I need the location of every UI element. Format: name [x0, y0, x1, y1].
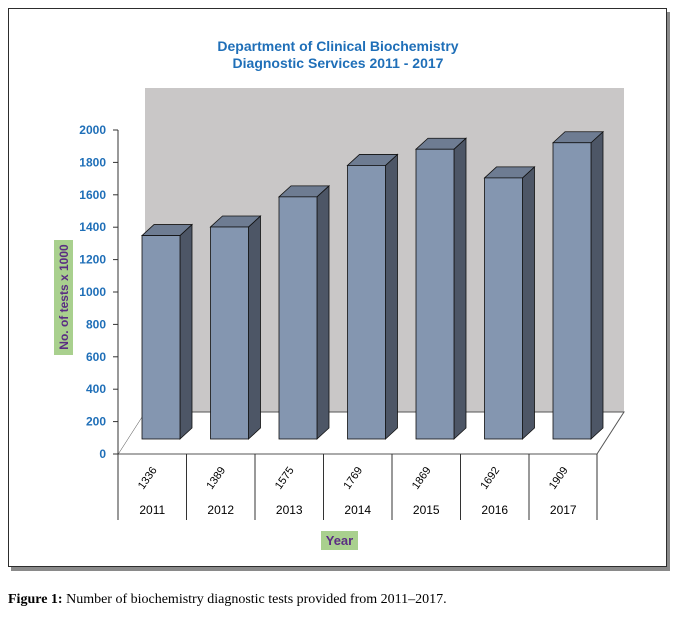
- y-tick-label: 2000: [79, 123, 106, 137]
- bar-2013: [277, 184, 331, 440]
- bar-front: [210, 226, 249, 440]
- y-tick-label: 1800: [79, 155, 106, 169]
- x-tick-label: 2012: [207, 503, 234, 517]
- chart-side-wall: [118, 88, 145, 454]
- y-tick-label: 1200: [79, 253, 106, 267]
- y-tick-label: 1400: [79, 220, 106, 234]
- bar-front: [415, 148, 455, 440]
- bar-side: [385, 153, 398, 440]
- x-tick-label: 2011: [139, 503, 165, 517]
- y-tick-label: 800: [86, 317, 106, 331]
- bar-2015: [414, 137, 468, 440]
- bar-front: [278, 196, 318, 440]
- y-tick-label: 1600: [79, 188, 106, 202]
- y-tick-label: 1000: [79, 285, 106, 299]
- x-axis-label: Year: [321, 531, 358, 550]
- figure-caption: Figure 1: Number of biochemistry diagnos…: [8, 592, 447, 608]
- x-tick-label: 2014: [344, 503, 371, 517]
- figure-caption-label: Figure 1:: [8, 592, 63, 607]
- bar-side: [248, 215, 261, 440]
- chart-title-line-2: Diagnostic Services 2011 - 2017: [232, 55, 444, 71]
- data-label: 1575: [273, 465, 297, 492]
- y-tick-label: 200: [86, 415, 106, 429]
- bar-front: [141, 235, 181, 440]
- figure-caption-text: Number of biochemistry diagnostic tests …: [62, 592, 447, 607]
- bar-side: [590, 130, 604, 440]
- y-tick-label: 600: [86, 350, 106, 364]
- bar-side: [522, 165, 535, 440]
- x-tick-label: 2017: [550, 503, 577, 517]
- bar-2016: [483, 165, 536, 440]
- bar-2017: [551, 130, 605, 440]
- bar-2012: [209, 215, 262, 440]
- data-table: 1336 2011 1389 2012 1575 2013 1769 2014 1869 2015…: [117, 454, 598, 520]
- y-axis-label: No. of tests x 1000: [54, 240, 73, 355]
- bar-front: [552, 142, 592, 440]
- bar-side: [316, 184, 330, 440]
- bar-2011: [140, 223, 194, 440]
- bar-front: [347, 165, 386, 440]
- x-tick-label: 2015: [413, 503, 440, 517]
- y-tick-label: 0: [99, 447, 106, 461]
- chart-title-line-1: Department of Clinical Biochemistry: [217, 38, 459, 54]
- y-axis-label-text: No. of tests x 1000: [57, 244, 71, 350]
- x-tick-label: 2013: [276, 503, 303, 517]
- bar-2014: [346, 153, 399, 440]
- data-label: 1389: [204, 465, 228, 492]
- bar-front: [484, 177, 523, 440]
- x-tick-label: 2016: [481, 503, 508, 517]
- data-label: 1692: [478, 465, 502, 492]
- x-axis-label-text: Year: [326, 533, 353, 548]
- y-tick-label: 400: [86, 382, 106, 396]
- data-label: 1769: [341, 465, 365, 492]
- data-label: 1909: [547, 465, 571, 492]
- data-label: 1869: [410, 465, 434, 492]
- data-label: 1336: [136, 465, 160, 492]
- bar-side: [179, 223, 193, 440]
- bar-side: [453, 137, 467, 440]
